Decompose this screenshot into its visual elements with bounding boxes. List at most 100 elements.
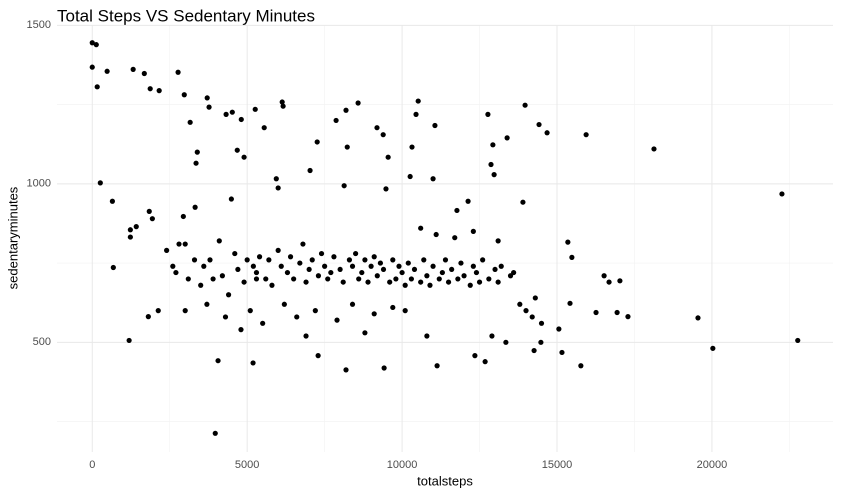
point: [430, 263, 436, 269]
point: [210, 276, 216, 282]
point: [155, 308, 161, 314]
point: [343, 367, 349, 373]
point: [275, 185, 281, 191]
point: [498, 263, 504, 269]
point: [145, 314, 151, 320]
point: [421, 257, 427, 263]
point: [337, 266, 343, 273]
grid: [57, 24, 833, 452]
point: [432, 122, 438, 129]
point: [284, 269, 291, 276]
point: [454, 207, 460, 214]
point: [94, 84, 100, 90]
point: [192, 204, 198, 210]
x-tick-label: 10000: [387, 459, 418, 471]
points: [89, 40, 801, 436]
point: [146, 208, 152, 214]
point: [182, 241, 188, 247]
point: [523, 308, 529, 314]
point: [307, 167, 313, 174]
point: [234, 147, 240, 153]
point: [228, 196, 234, 202]
point: [297, 260, 303, 266]
point: [175, 69, 181, 75]
point: [418, 225, 424, 231]
point: [374, 125, 380, 131]
point: [606, 279, 612, 285]
point: [368, 263, 374, 269]
point: [408, 276, 414, 282]
point: [349, 263, 356, 269]
point: [241, 279, 247, 285]
point: [127, 227, 133, 233]
point: [89, 64, 95, 70]
point: [241, 154, 247, 160]
point: [409, 144, 415, 150]
point: [536, 121, 542, 128]
point: [247, 308, 253, 314]
point: [480, 257, 486, 263]
point: [109, 198, 115, 204]
point: [318, 250, 325, 257]
point: [538, 320, 545, 326]
point: [356, 276, 362, 282]
point: [126, 337, 132, 344]
point: [133, 224, 139, 230]
point: [170, 263, 176, 269]
point: [176, 241, 182, 247]
point: [467, 282, 473, 288]
point: [191, 257, 198, 263]
point: [97, 180, 103, 186]
point: [695, 315, 701, 321]
point: [346, 257, 353, 263]
point: [206, 104, 212, 110]
point: [482, 359, 488, 365]
point: [393, 276, 399, 282]
point: [253, 269, 260, 276]
point: [405, 260, 411, 266]
point: [455, 276, 461, 282]
point: [470, 263, 476, 269]
point: [334, 317, 340, 323]
x-tick-label: 0: [89, 459, 95, 471]
point: [353, 250, 359, 257]
point: [445, 279, 452, 285]
point: [415, 98, 421, 104]
point: [187, 119, 193, 125]
point: [173, 269, 179, 276]
point: [204, 301, 210, 307]
point: [452, 235, 458, 241]
point: [331, 254, 337, 260]
point: [795, 337, 801, 344]
point: [232, 250, 238, 257]
point: [439, 269, 445, 276]
point: [147, 86, 153, 92]
y-tick-label: 1000: [27, 178, 51, 190]
point: [617, 278, 623, 284]
point: [104, 68, 110, 74]
point: [266, 257, 272, 263]
point: [207, 257, 213, 263]
point: [278, 263, 284, 269]
point: [556, 326, 562, 332]
point: [402, 308, 408, 314]
point: [252, 106, 258, 112]
point: [180, 213, 186, 220]
point: [427, 282, 433, 288]
point: [359, 269, 365, 276]
point: [485, 111, 491, 117]
point: [430, 176, 436, 182]
point: [491, 172, 497, 178]
point: [275, 247, 281, 253]
y-tick-label: 500: [33, 336, 51, 348]
point: [538, 339, 544, 345]
point: [458, 260, 464, 266]
point: [193, 160, 199, 166]
point: [212, 430, 218, 436]
point: [238, 116, 244, 123]
point: [779, 191, 785, 197]
point: [531, 347, 537, 354]
point: [349, 301, 356, 307]
chart-title: Total Steps VS Sedentary Minutes: [57, 6, 315, 25]
point: [235, 266, 241, 273]
